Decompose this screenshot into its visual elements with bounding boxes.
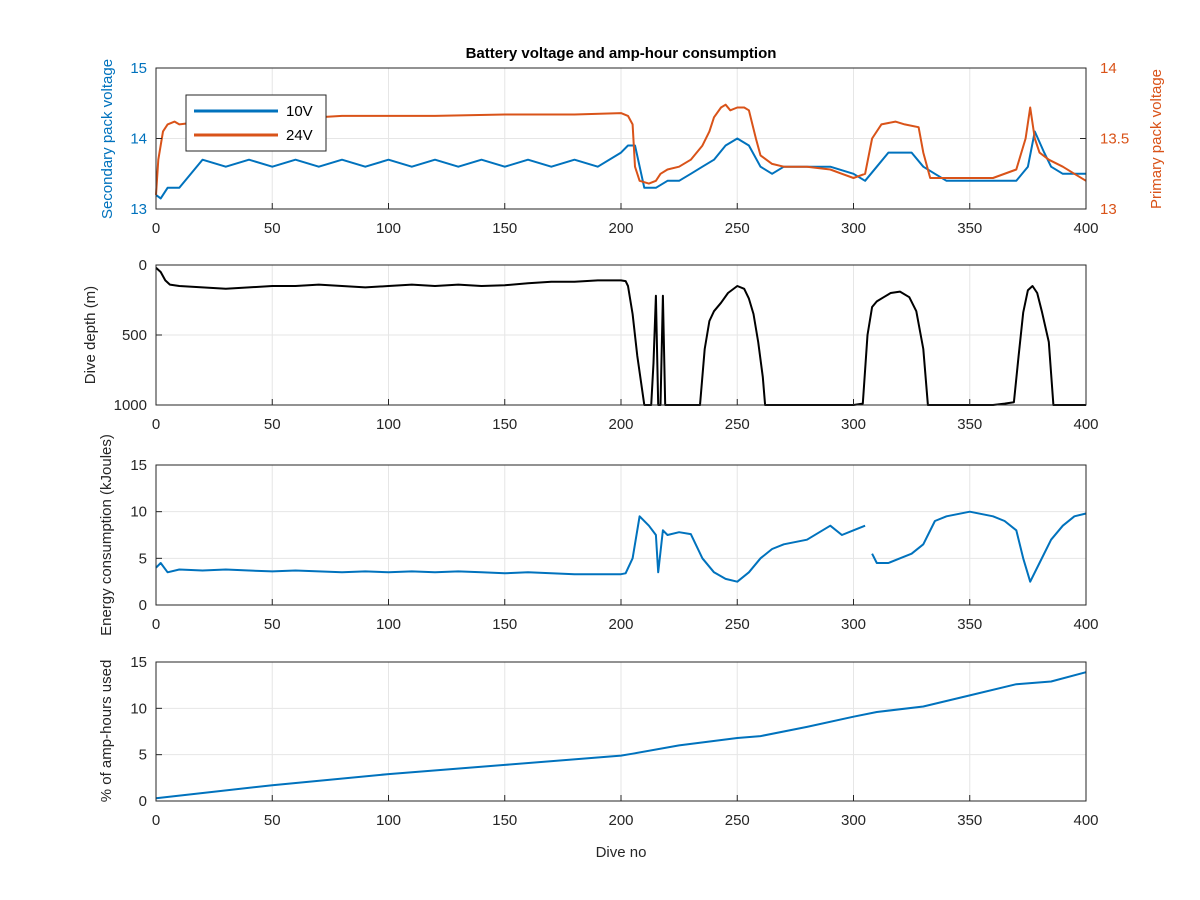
x-tick-label: 200 [608,616,633,633]
x-tick-label: 250 [725,812,750,829]
series-line [155,671,1087,800]
y-tick-label: 0 [139,793,147,810]
x-tick-label: 350 [957,616,982,633]
y-axis-label: Energy consumption (kJoules) [98,434,115,636]
y-tick-label: 0 [139,257,147,274]
y-axis-label: % of amp-hours used [98,660,115,803]
y-tick-label: 1000 [114,397,147,414]
y-tick-label: 5 [139,550,147,567]
y-tick-labels: 13 14 15 [130,60,162,218]
legend-label-10v: 10V [286,103,313,120]
y-right-tick-label: 13.5 [1100,131,1129,148]
x-tick-labels: 0 50 100 150 200 250 300 350 400 [152,399,1099,433]
y-tick-label: 15 [130,457,147,474]
legend: 10V 24V [185,94,327,152]
x-tick-label: 200 [608,416,633,433]
x-tick-labels: 0 50 100 150 200 250 300 350 400 [152,599,1099,633]
y-tick-label: 15 [130,654,147,671]
x-tick-label: 50 [264,812,281,829]
x-tick-label: 400 [1073,616,1098,633]
x-tick-label: 400 [1073,416,1098,433]
x-tick-label: 250 [725,616,750,633]
x-tick-label: 300 [841,616,866,633]
y-tick-labels: 0 5 10 15 [130,654,162,810]
x-tick-label: 0 [152,812,160,829]
series-line [155,510,1087,583]
y-tick-label: 15 [130,60,147,77]
x-tick-label: 300 [841,416,866,433]
panel-depth: 0 50 100 150 200 250 300 350 400 0 500 1000 Dive d… [82,257,1099,433]
x-tick-label: 400 [1073,812,1098,829]
panel-voltage: 0 50 100 150 200 250 300 350 400 13 14 15 13 13.5 14… [99,45,1165,237]
y-axis-label: Dive depth (m) [82,286,99,384]
x-tick-label: 250 [725,416,750,433]
x-tick-label: 150 [492,812,517,829]
x-tick-label: 150 [492,616,517,633]
y-axis-label-right: Primary pack voltage [1148,69,1165,209]
x-tick-label: 350 [957,812,982,829]
y-tick-labels: 0 5 10 15 [130,457,162,614]
y-right-tick-label: 14 [1100,60,1117,77]
x-tick-label: 100 [376,416,401,433]
x-tick-label: 250 [725,220,750,237]
x-tick-label: 200 [608,812,633,829]
series-group [155,510,1087,583]
y-tick-label: 5 [139,747,147,764]
series-group [155,671,1087,800]
panel-amp-hours: 0 50 100 150 200 250 300 350 400 0 5 10 15 % of amp… [98,654,1099,861]
y-right-tick-label: 13 [1100,201,1117,218]
y-right-tick-labels: 13 13.5 14 [1080,60,1129,218]
x-tick-label: 350 [957,220,982,237]
y-tick-label: 500 [122,327,147,344]
x-tick-label: 350 [957,416,982,433]
y-tick-labels: 0 500 1000 [114,257,162,414]
x-tick-label: 100 [376,616,401,633]
x-tick-label: 50 [264,220,281,237]
x-tick-label: 400 [1073,220,1098,237]
y-tick-label: 10 [130,700,147,717]
x-tick-label: 100 [376,812,401,829]
chart-title: Battery voltage and amp-hour consumption [466,45,777,62]
x-tick-label: 150 [492,220,517,237]
x-tick-label: 50 [264,416,281,433]
x-tick-label: 150 [492,416,517,433]
y-tick-label: 10 [130,504,147,521]
x-tick-label: 0 [152,416,160,433]
y-tick-label: 13 [130,201,147,218]
x-tick-labels: 0 50 100 150 200 250 300 350 400 [152,203,1099,237]
x-tick-label: 50 [264,616,281,633]
legend-box [185,94,327,152]
x-tick-label: 0 [152,220,160,237]
x-tick-label: 100 [376,220,401,237]
x-tick-labels: 0 50 100 150 200 250 300 350 400 [152,795,1099,829]
panel-energy: 0 50 100 150 200 250 300 350 400 0 5 10 15 Energy c… [98,434,1099,636]
y-tick-label: 0 [139,597,147,614]
x-axis-label: Dive no [596,844,647,861]
x-tick-label: 300 [841,812,866,829]
x-tick-label: 0 [152,616,160,633]
x-tick-label: 200 [608,220,633,237]
y-tick-label: 14 [130,131,147,148]
x-tick-label: 300 [841,220,866,237]
legend-label-24v: 24V [286,127,313,144]
y-axis-label-left: Secondary pack voltage [99,59,116,219]
